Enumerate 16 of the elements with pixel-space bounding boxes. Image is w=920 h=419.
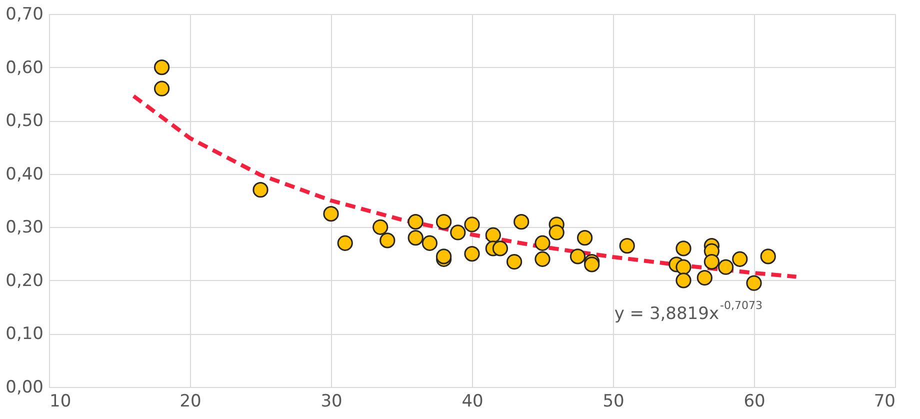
x-tick-label: 50	[602, 392, 624, 412]
x-tick-label: 10	[50, 392, 72, 412]
y-tick-label: 0,10	[6, 324, 44, 344]
y-tick-label: 0,50	[6, 111, 44, 132]
line-series	[132, 94, 798, 279]
y-tick-label: 0,30	[6, 218, 44, 238]
y-tick-label: 0,40	[6, 164, 44, 184]
y-tick-label: 0,70	[6, 4, 44, 24]
y-tick-label: 0,00	[6, 378, 44, 398]
x-tick-label: 70	[874, 392, 896, 412]
x-tick-label: 60	[744, 392, 766, 412]
x-tick-label: 40	[462, 392, 484, 412]
y-tick-label: 0,60	[6, 58, 44, 78]
x-tick-label: 20	[180, 392, 202, 412]
x-tick-label: 30	[320, 392, 342, 412]
y-tick-label: 0,20	[6, 270, 44, 291]
